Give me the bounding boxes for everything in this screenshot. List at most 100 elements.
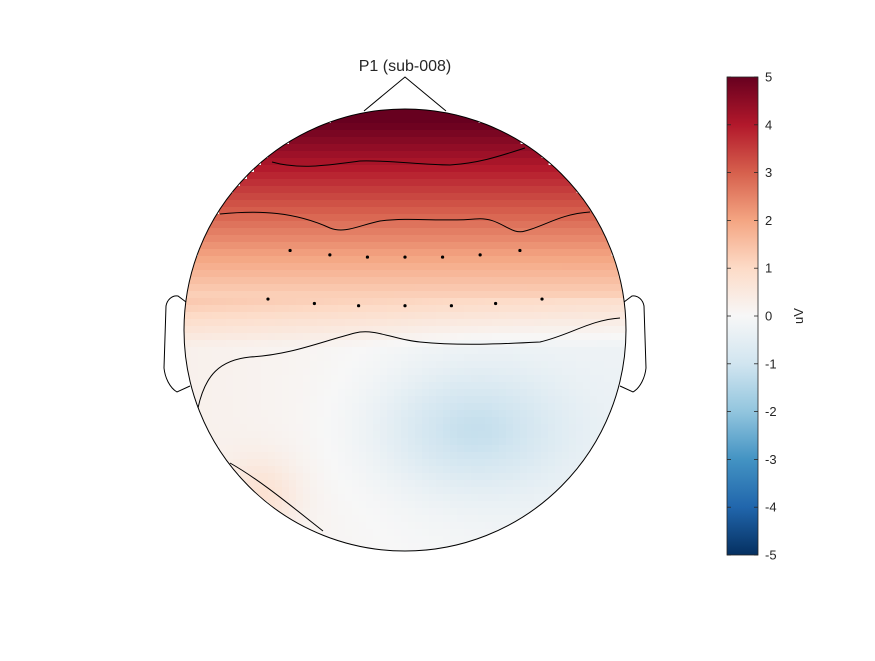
field-cell xyxy=(562,270,570,278)
field-cell xyxy=(478,529,486,537)
field-cell xyxy=(184,361,192,369)
field-cell xyxy=(513,200,521,208)
field-cell xyxy=(548,319,556,327)
field-cell xyxy=(247,389,255,397)
field-cell xyxy=(457,487,465,495)
field-cell xyxy=(436,116,444,124)
field-cell xyxy=(534,473,542,481)
field-cell xyxy=(233,221,241,229)
field-cell xyxy=(268,319,276,327)
field-cell xyxy=(205,389,213,397)
field-cell xyxy=(408,207,416,215)
field-cell xyxy=(548,466,556,474)
field-cell xyxy=(387,459,395,467)
field-cell xyxy=(506,403,514,411)
field-cell xyxy=(499,228,507,236)
field-cell xyxy=(590,326,598,334)
field-cell xyxy=(618,340,626,348)
field-cell xyxy=(520,466,528,474)
field-cell xyxy=(576,347,584,355)
field-cell xyxy=(366,235,374,243)
colorbar-tick-label: -4 xyxy=(765,500,777,515)
field-cell xyxy=(275,263,283,271)
field-cell xyxy=(527,249,535,257)
field-cell xyxy=(429,536,437,544)
field-cell xyxy=(359,172,367,180)
field-cell xyxy=(303,473,311,481)
field-cell xyxy=(562,207,570,215)
field-cell xyxy=(527,179,535,187)
field-cell xyxy=(478,431,486,439)
field-cell xyxy=(338,235,346,243)
field-cell xyxy=(555,340,563,348)
field-cell xyxy=(380,200,388,208)
field-cell xyxy=(310,438,318,446)
field-cell xyxy=(436,270,444,278)
field-cell xyxy=(338,116,346,124)
field-cell xyxy=(408,354,416,362)
field-cell xyxy=(289,144,297,152)
field-cell xyxy=(289,172,297,180)
field-cell xyxy=(422,221,430,229)
field-cell xyxy=(380,389,388,397)
field-cell xyxy=(471,123,479,131)
field-cell xyxy=(541,361,549,369)
field-cell xyxy=(317,123,325,131)
field-cell xyxy=(534,382,542,390)
field-cell xyxy=(429,354,437,362)
field-cell xyxy=(345,445,353,453)
field-cell xyxy=(618,305,626,313)
field-cell xyxy=(562,459,570,467)
field-cell xyxy=(394,529,402,537)
colorbar-tick-label: 4 xyxy=(765,117,772,132)
field-cell xyxy=(520,256,528,264)
field-cell xyxy=(261,466,269,474)
field-cell xyxy=(338,214,346,222)
field-cell xyxy=(233,263,241,271)
field-cell xyxy=(324,389,332,397)
field-cell xyxy=(282,340,290,348)
field-cell xyxy=(338,438,346,446)
field-cell xyxy=(520,214,528,222)
field-cell xyxy=(380,242,388,250)
field-cell xyxy=(289,298,297,306)
field-cell xyxy=(324,144,332,152)
field-cell xyxy=(261,452,269,460)
field-cell xyxy=(485,445,493,453)
field-cell xyxy=(359,158,367,166)
field-cell xyxy=(261,298,269,306)
field-cell xyxy=(513,410,521,418)
field-cell xyxy=(590,221,598,229)
field-cell xyxy=(436,354,444,362)
field-cell xyxy=(541,410,549,418)
field-cell xyxy=(303,431,311,439)
field-cell xyxy=(324,375,332,383)
field-cell xyxy=(380,228,388,236)
field-cell xyxy=(471,431,479,439)
field-cell xyxy=(464,389,472,397)
field-cell xyxy=(303,508,311,516)
field-cell xyxy=(359,347,367,355)
field-cell xyxy=(331,186,339,194)
field-cell xyxy=(548,200,556,208)
field-cell xyxy=(345,130,353,138)
field-cell xyxy=(338,312,346,320)
field-cell xyxy=(485,305,493,313)
field-cell xyxy=(191,277,199,285)
field-cell xyxy=(471,494,479,502)
field-cell xyxy=(352,501,360,509)
field-cell xyxy=(324,403,332,411)
field-cell xyxy=(471,459,479,467)
field-cell xyxy=(499,270,507,278)
field-cell xyxy=(415,214,423,222)
field-cell xyxy=(373,130,381,138)
field-cell xyxy=(401,312,409,320)
field-cell xyxy=(268,403,276,411)
field-cell xyxy=(415,494,423,502)
field-cell xyxy=(415,305,423,313)
field-cell xyxy=(226,298,234,306)
field-cell xyxy=(198,410,206,418)
field-cell xyxy=(282,347,290,355)
field-cell xyxy=(415,298,423,306)
field-cell xyxy=(401,494,409,502)
